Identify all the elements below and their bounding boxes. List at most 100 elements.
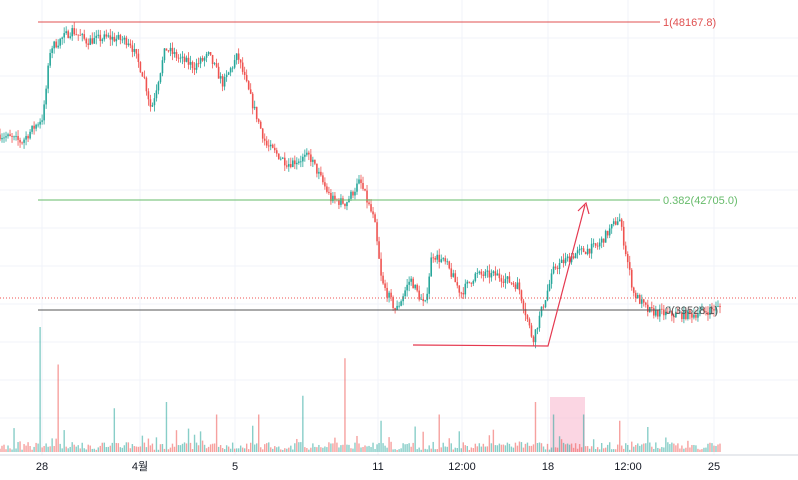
candle-body [219,76,222,79]
candle-body [715,306,717,311]
candle-body [239,59,242,63]
volume-bar [671,442,673,452]
volume-bar [57,364,59,452]
candle-body [217,66,220,79]
candle-body [436,254,439,260]
candle-body [420,298,422,300]
volume-bar [576,448,579,452]
candle-body [207,52,210,55]
volume-bar [264,444,266,452]
candle-body [296,162,298,165]
candle-body [600,238,603,243]
volume-bar [354,442,356,452]
volume-bar [256,443,258,452]
volume-bar [127,442,130,452]
volume-bar [43,446,45,452]
volume-bar [631,441,633,452]
candle-body [229,68,232,73]
fibonacci-retracement[interactable]: 1(48167.8) 0.382(42705.0) 0(39528.1) [38,17,738,317]
volume-bar [677,443,679,452]
candle-body [147,91,150,100]
candle-body [211,55,214,64]
candle-body [689,310,691,314]
candle-body [368,202,370,205]
x-axis[interactable]: 28 4월 5 11 12:00 18 12:00 25 [36,460,720,473]
volume-bar [655,442,657,452]
volume-bar [23,444,25,452]
candle-body [646,304,649,313]
volume-bar [133,446,136,452]
candle-body [548,283,551,291]
volume-bar [298,442,300,452]
candle-body [300,161,302,163]
candle-body [402,296,404,302]
volume-bar [506,442,509,452]
candle-body [288,164,290,167]
volume-bar [129,448,132,452]
candle-body [227,72,230,75]
candle-body [438,254,441,263]
candle-body [486,270,489,272]
candle-body [550,273,553,284]
candle-body [5,136,7,138]
volume-bar [394,449,396,452]
volume-bar [260,447,262,452]
volume-bar [83,448,85,452]
volume-bar [464,445,466,452]
volume-bar [452,449,454,452]
candle-body [434,257,437,260]
volume-bar [556,447,559,452]
candle-body [482,274,485,276]
candle-body [574,253,577,259]
volume-bar [15,448,17,452]
volume-bar [33,446,35,452]
candle-body [338,200,340,205]
volume-bar [181,443,184,452]
candle-body [55,41,57,48]
candle-body [290,164,292,168]
candle-body [165,48,168,51]
candle-body [101,39,104,42]
candle-body [558,263,561,269]
volume-bar [147,438,150,452]
volume-bar [699,449,701,452]
candle-body [115,38,118,42]
volume-bar [396,449,398,452]
volume-bar [59,443,61,452]
candle-body [235,53,238,61]
candle-body [97,34,100,36]
candle-body [155,90,158,99]
candle-body [484,271,487,276]
volume-bar [276,447,278,452]
volume-bar [243,448,246,452]
candle-body [576,250,579,254]
candle-body [43,104,45,121]
candle-body [432,257,435,259]
volume-bar [117,443,120,452]
candle-body [135,49,138,54]
volume-bar [41,447,43,452]
candle-body [17,135,19,140]
candle-body [263,138,266,141]
volume-bar [442,442,444,452]
candle-body [247,81,250,90]
candle-body [324,182,326,187]
volume-bar [266,443,268,452]
volume-bar [480,446,483,452]
volume-bar [528,445,531,452]
candle-body [546,290,549,301]
volume-bar [328,442,330,452]
volume-bar [304,447,306,452]
volume-bar [462,442,464,452]
volume-bar [476,446,479,452]
volume-bar [203,444,206,452]
volume-bar [231,442,234,452]
candle-body [717,306,719,307]
trend-arrow-drawing[interactable] [412,204,586,347]
volume-bar [173,446,176,452]
volume-bar [420,449,422,452]
candle-body [113,36,116,42]
volume-bar [478,443,481,452]
volume-bar [681,445,683,452]
